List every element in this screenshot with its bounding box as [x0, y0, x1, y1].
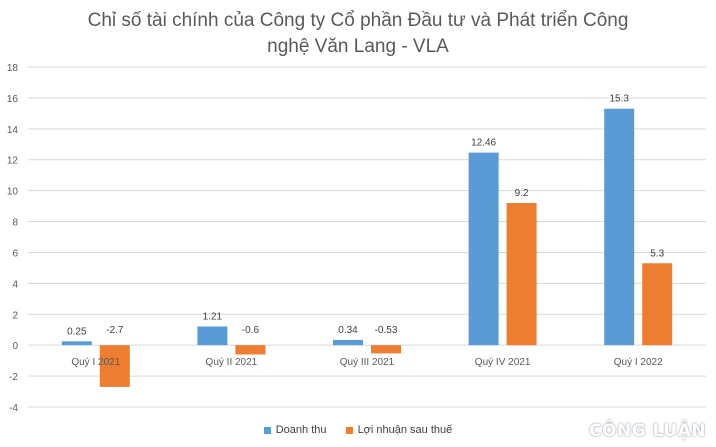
bar: [604, 108, 635, 346]
y-tick-label: -2: [9, 372, 18, 383]
bar: [371, 345, 401, 354]
chart-title-line-2: nghệ Văn Lang - VLA: [267, 36, 449, 57]
bar: [506, 203, 537, 346]
legend-item-revenue: Doanh thu: [263, 424, 327, 436]
bar: [642, 263, 673, 346]
bar: [99, 345, 130, 387]
y-tick-label: 16: [7, 94, 19, 105]
y-tick-label: 4: [12, 279, 18, 290]
y-tick-label: 14: [7, 125, 19, 136]
y-tick-label: 2: [12, 310, 18, 321]
bar: [61, 341, 92, 346]
data-label: 5.3: [650, 248, 664, 259]
y-tick-label: 12: [7, 156, 19, 167]
data-label: 12.46: [471, 138, 496, 149]
data-label: 1.21: [203, 311, 223, 322]
bar: [235, 345, 266, 355]
x-tick-label: Quý I 2021: [71, 357, 120, 368]
y-tick-label: 18: [7, 63, 19, 74]
data-label: -0.53: [375, 325, 398, 336]
bar: [197, 326, 228, 346]
y-tick-label: 0: [12, 341, 18, 352]
watermark-logo: CÔNG LUẬN: [589, 421, 706, 441]
chart-title-line-1: Chỉ số tài chính của Công ty Cổ phần Đầu…: [87, 10, 629, 31]
chart-title: Chỉ số tài chính của Công ty Cổ phần Đầu…: [0, 8, 716, 60]
bar: [468, 152, 499, 346]
legend-label-profit: Lợi nhuận sau thuế: [357, 424, 453, 436]
data-label: -2.7: [106, 325, 124, 336]
legend-swatch-revenue: [263, 426, 271, 434]
data-label: 9.2: [515, 188, 529, 199]
y-tick-label: 6: [12, 248, 18, 259]
y-tick-label: 10: [7, 187, 19, 198]
legend-item-profit: Lợi nhuận sau thuế: [345, 424, 453, 436]
y-tick-label: 8: [12, 218, 18, 229]
legend-label-revenue: Doanh thu: [275, 424, 327, 436]
data-label: -0.6: [242, 325, 260, 336]
data-label: 15.3: [609, 94, 629, 105]
legend-swatch-profit: [345, 426, 353, 434]
data-label: 0.25: [67, 326, 87, 337]
data-label: 0.34: [338, 325, 358, 336]
legend: Doanh thu Lợi nhuận sau thuế: [0, 424, 716, 437]
x-tick-label: Quý III 2021: [340, 357, 395, 368]
x-tick-label: Quý II 2021: [206, 357, 258, 368]
x-tick-label: Quý IV 2021: [475, 357, 531, 368]
x-tick-label: Quý I 2022: [614, 357, 663, 368]
bar: [333, 339, 363, 346]
y-tick-label: -4: [9, 403, 18, 414]
